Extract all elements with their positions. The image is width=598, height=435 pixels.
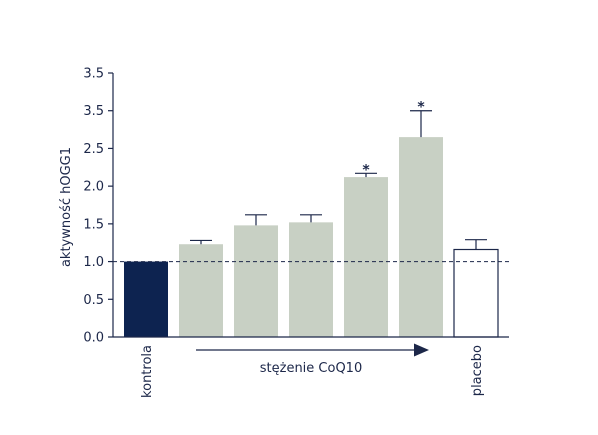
significance-group: ** [362,100,425,179]
significance-star: * [417,100,425,116]
y-tick-label: 2.5 [83,142,104,157]
y-axis-label: aktywność hOGG1 [59,147,74,267]
concentration-arrow-head [414,343,429,357]
category-labels-group: kontrola placebo [140,345,485,398]
y-tick-label: 1.0 [83,255,104,270]
bars-group [124,137,499,338]
y-tick-label: 3.5 [83,67,104,82]
y-tick-label: 3.5 [83,104,104,119]
y-tick-label: 1.5 [83,217,104,232]
bar [289,222,333,337]
y-tick-label: 0.0 [83,331,104,346]
bar [124,261,168,337]
category-label: placebo [470,345,485,396]
bar [234,225,278,337]
bar [399,137,443,337]
bar [179,244,223,337]
bar [344,177,388,337]
y-ticks-group: 0.0 0.5 1.0 1.5 2.0 2.5 3.5 3.5 [83,67,113,346]
bar [453,248,499,338]
error-bars-group [190,110,487,250]
concentration-label: stężenie CoQ10 [260,361,362,376]
y-tick-label: 2.0 [83,180,104,195]
y-tick-label: 0.5 [83,293,104,308]
significance-star: * [362,162,370,178]
category-label: kontrola [140,345,155,398]
